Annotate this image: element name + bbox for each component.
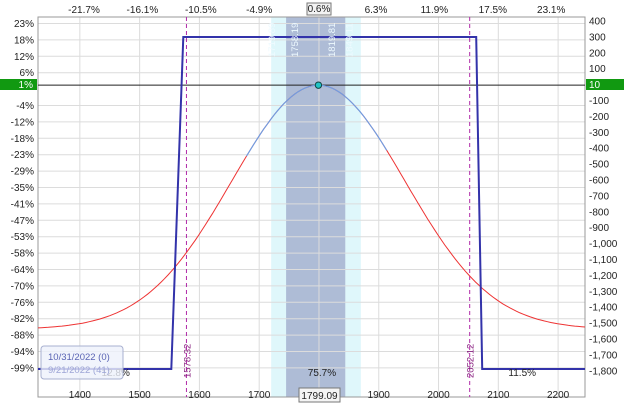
top-axis-tick: -16.1% [127, 5, 159, 16]
right-axis-tick: -900 [589, 223, 609, 234]
current-price-marker[interactable]: 1799.09 [298, 387, 341, 403]
top-axis-tick: 6.3% [365, 5, 388, 16]
right-axis-tick: -1,700 [589, 350, 618, 361]
grid-lines [38, 17, 585, 397]
top-axis-tick: 23.1% [537, 5, 565, 16]
top-axis-tick: 17.5% [479, 5, 507, 16]
left-axis-tick: -4% [16, 101, 34, 112]
right-axis-tick: -1,100 [589, 255, 618, 266]
left-axis-tick: -53% [11, 232, 34, 243]
left-axis-tick: -64% [11, 265, 34, 276]
current-price-point [314, 81, 323, 89]
std-dev-label: 1849.11 [344, 23, 355, 57]
top-axis-tick: -10.5% [185, 5, 217, 16]
probability-label: 75.7% [308, 368, 336, 379]
right-axis-tick: -1,500 [589, 319, 618, 330]
right-axis-tick: -600 [589, 176, 609, 187]
left-axis-tick: -18% [11, 134, 34, 145]
right-axis-tick: -800 [589, 207, 609, 218]
left-axis-tick: 6% [20, 68, 35, 79]
left-axis-tick: 12% [14, 52, 34, 63]
left-axis-tick: -94% [11, 347, 34, 358]
left-axis-tick: 18% [14, 35, 34, 46]
right-axis-tick: 200 [589, 48, 606, 59]
left-axis-tick: 23% [14, 19, 34, 30]
current-value-right-label: 10 [589, 80, 601, 91]
legend-item-today[interactable]: 10/31/2022 (0) [48, 352, 110, 363]
bottom-axis-tick: 2000 [427, 390, 450, 401]
series-lines [37, 36, 586, 370]
left-axis-tick: -12% [11, 117, 34, 128]
right-axis-tick: -1,300 [589, 287, 618, 298]
right-axis-tick: 300 [589, 32, 606, 43]
std-dev-inner-band [286, 17, 346, 397]
legend[interactable]: 10/31/2022 (0) 9/21/2022 (41) [40, 345, 124, 380]
left-axis-tick: -88% [11, 331, 34, 342]
left-axis-tick: -29% [11, 167, 34, 178]
std-dev-label: 1819.81 [327, 23, 338, 57]
right-axis-tick: -1,200 [589, 271, 618, 282]
right-axis-tick: -1,600 [589, 335, 618, 346]
expiration-series-line [38, 36, 585, 370]
right-axis-tick: -1,400 [589, 303, 618, 314]
std-dev-bands [271, 17, 361, 397]
top-tick-highlight-label: 0.6% [308, 4, 331, 15]
std-dev-label: 1758.19 [290, 23, 301, 57]
top-axis-tick: -21.7% [68, 5, 100, 16]
right-axis-tick: 400 [589, 17, 606, 28]
bottom-axis-tick: 2200 [547, 390, 570, 401]
left-axis-tick: -99% [11, 363, 34, 374]
left-axis-tick: -82% [11, 314, 34, 325]
left-axis-tick: -76% [11, 298, 34, 309]
right-axis-tick: -500 [589, 160, 609, 171]
bottom-axis-tick: 2100 [487, 390, 510, 401]
right-axis-tick: -200 [589, 112, 609, 123]
bottom-axis-tick: 1900 [368, 390, 391, 401]
current-value-left-label: 1% [19, 80, 34, 91]
right-axis-tick: -400 [589, 144, 609, 155]
current-price-label: 1799.09 [301, 391, 338, 402]
right-axis-tick: 100 [589, 64, 606, 75]
right-axis-tick: -100 [589, 96, 609, 107]
current-value-right-badge: 10 [586, 79, 624, 91]
legend-item-expiration[interactable]: 9/21/2022 (41) [48, 365, 110, 376]
right-axis-tick: -1,800 [589, 366, 618, 377]
top-axis-tick: 11.9% [421, 5, 449, 16]
top-axis-tick: -4.9% [246, 5, 272, 16]
std-dev-label: 1719.89 [267, 23, 278, 57]
bottom-axis-tick: 1500 [129, 390, 152, 401]
right-axis-tick: -700 [589, 191, 609, 202]
bottom-axis-tick: 1700 [248, 390, 271, 401]
breakeven-label: 1578.32 [182, 344, 193, 378]
bottom-axis-tick: 1400 [69, 390, 92, 401]
right-axis-tick: -300 [589, 128, 609, 139]
top-tick-highlight[interactable]: 0.6% [306, 2, 332, 16]
left-axis-tick: -41% [11, 199, 34, 210]
axis-ticks: 23% 18% 12% 6% -4% -12% -18% -23% -29% -35% -41% -4… [11, 5, 618, 401]
left-axis-tick: -70% [11, 281, 34, 292]
left-axis-tick: -35% [11, 183, 34, 194]
probability-label: 11.5% [508, 368, 536, 379]
breakeven-label: 2052.12 [466, 344, 477, 378]
current-value-left-badge: 1% [0, 79, 37, 91]
breakeven-lines [185, 17, 471, 397]
left-axis-tick: -47% [11, 216, 34, 227]
legend-box [40, 345, 124, 380]
bottom-axis-tick: 1600 [188, 390, 211, 401]
right-axis-tick: -1,000 [589, 239, 618, 250]
left-axis-tick: -58% [11, 249, 34, 260]
left-axis-tick: -23% [11, 150, 34, 161]
